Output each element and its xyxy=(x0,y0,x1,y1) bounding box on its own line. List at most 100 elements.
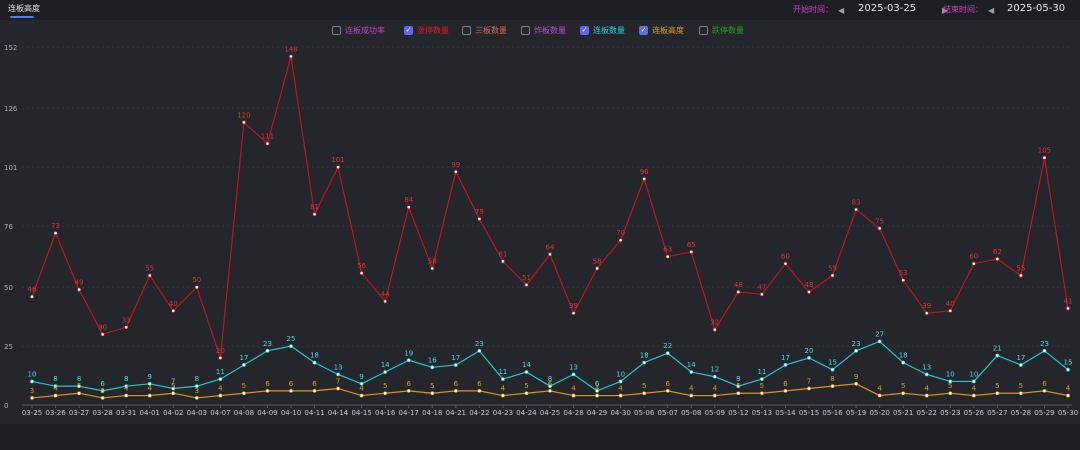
legend-item-0[interactable]: 连板成功率 xyxy=(332,23,385,37)
data-label: 17 xyxy=(451,354,460,362)
data-label: 4 xyxy=(53,385,58,393)
data-label: 27 xyxy=(875,330,884,338)
data-label: 70 xyxy=(616,229,625,237)
start-date-value[interactable]: 2025-03-25 xyxy=(858,3,917,14)
data-point xyxy=(171,386,176,391)
x-tick-label: 05-19 xyxy=(846,409,866,417)
data-point xyxy=(854,381,858,386)
data-point xyxy=(595,266,599,271)
data-label: 6 xyxy=(548,380,553,388)
data-label: 4 xyxy=(218,385,223,393)
checkbox-unchecked-icon[interactable] xyxy=(521,25,530,35)
x-tick-label: 04-10 xyxy=(281,409,301,417)
x-tick-label: 04-21 xyxy=(446,409,466,417)
x-tick-label: 05-21 xyxy=(893,409,913,417)
checkbox-unchecked-icon[interactable] xyxy=(462,25,471,35)
x-tick-label: 05-16 xyxy=(822,409,843,417)
data-label: 6 xyxy=(312,380,317,388)
x-tick-label: 04-18 xyxy=(422,409,442,417)
legend-item-3[interactable]: 炸板数量 xyxy=(521,23,566,37)
end-date-prev-icon[interactable]: ◀ xyxy=(988,6,995,15)
data-point xyxy=(242,391,246,396)
data-point xyxy=(477,217,482,221)
data-point xyxy=(30,396,34,400)
data-point xyxy=(877,226,882,231)
data-point xyxy=(571,311,576,316)
data-point xyxy=(77,391,81,396)
checkbox-unchecked-icon[interactable] xyxy=(699,25,708,35)
data-point xyxy=(477,388,482,393)
data-point xyxy=(783,388,788,393)
data-point xyxy=(924,311,929,316)
data-point xyxy=(854,207,858,212)
checkbox-checked-icon[interactable]: ✓ xyxy=(639,25,648,35)
data-point xyxy=(618,238,623,243)
data-label: 4 xyxy=(618,385,623,393)
data-point xyxy=(548,384,552,389)
data-point xyxy=(30,379,34,384)
data-label: 6 xyxy=(454,380,459,388)
data-label: 10 xyxy=(28,370,37,378)
legend-item-2[interactable]: 三板数量 xyxy=(462,23,507,37)
data-point xyxy=(901,278,906,283)
data-point xyxy=(53,393,58,398)
data-point xyxy=(712,374,717,379)
start-date-prev-icon[interactable]: ◀ xyxy=(838,6,845,15)
data-point xyxy=(807,355,811,360)
x-tick-label: 05-22 xyxy=(917,409,937,417)
data-label: 60 xyxy=(781,253,790,261)
data-label: 4 xyxy=(877,385,882,393)
data-label: 101 xyxy=(331,156,344,164)
x-tick-label: 04-08 xyxy=(234,409,254,417)
legend-label: 涨停数量 xyxy=(417,25,449,35)
series-line-0 xyxy=(31,55,1069,359)
data-label: 9 xyxy=(359,373,363,381)
data-point xyxy=(100,396,105,400)
legend-item-6[interactable]: 跌停数量 xyxy=(699,23,744,37)
data-point xyxy=(689,393,694,398)
legend-item-4[interactable]: ✓ 连板数量 xyxy=(580,23,625,37)
data-label: 9 xyxy=(147,373,151,381)
x-tick-label: 04-01 xyxy=(140,409,160,417)
data-point xyxy=(995,257,1000,261)
x-tick-label: 05-20 xyxy=(869,409,889,417)
data-point xyxy=(948,379,953,384)
x-tick-label: 05-09 xyxy=(705,409,725,417)
start-date-next-icon[interactable]: ▶ xyxy=(942,6,949,15)
data-label: 44 xyxy=(381,290,390,298)
legend-item-5[interactable]: ✓ 连板高度 xyxy=(639,23,684,37)
data-label: 18 xyxy=(899,352,908,360)
data-label: 58 xyxy=(428,257,437,265)
data-label: 17 xyxy=(1016,354,1025,362)
data-point xyxy=(242,363,246,367)
data-point xyxy=(171,391,176,396)
end-date-value[interactable]: 2025-05-30 xyxy=(1007,3,1066,14)
data-label: 11 xyxy=(216,368,225,376)
data-point xyxy=(995,391,1000,396)
checkbox-unchecked-icon[interactable] xyxy=(332,25,341,35)
data-label: 14 xyxy=(522,361,531,369)
data-point xyxy=(807,386,811,391)
data-label: 6 xyxy=(665,380,670,388)
data-label: 17 xyxy=(781,354,790,362)
data-label: 96 xyxy=(640,168,649,176)
checkbox-checked-icon[interactable]: ✓ xyxy=(580,25,589,35)
data-point xyxy=(218,377,223,381)
legend-item-1[interactable]: ✓ 涨停数量 xyxy=(404,23,449,37)
data-point xyxy=(265,141,270,146)
x-tick-label: 05-15 xyxy=(799,409,819,417)
data-label: 46 xyxy=(28,286,37,294)
x-tick-label: 05-07 xyxy=(658,409,678,417)
tab-lianban-height[interactable]: 连板高度 xyxy=(8,4,40,13)
data-label: 61 xyxy=(498,250,507,258)
data-label: 4 xyxy=(924,385,929,393)
data-label: 40 xyxy=(946,300,955,308)
data-label: 41 xyxy=(1064,297,1073,305)
checkbox-checked-icon[interactable]: ✓ xyxy=(404,25,413,35)
data-point xyxy=(430,266,435,271)
x-tick-label: 05-30 xyxy=(1058,409,1078,417)
data-label: 83 xyxy=(852,199,861,207)
x-tick-label: 04-29 xyxy=(587,409,607,417)
data-point xyxy=(642,176,647,181)
data-label: 65 xyxy=(687,241,696,249)
